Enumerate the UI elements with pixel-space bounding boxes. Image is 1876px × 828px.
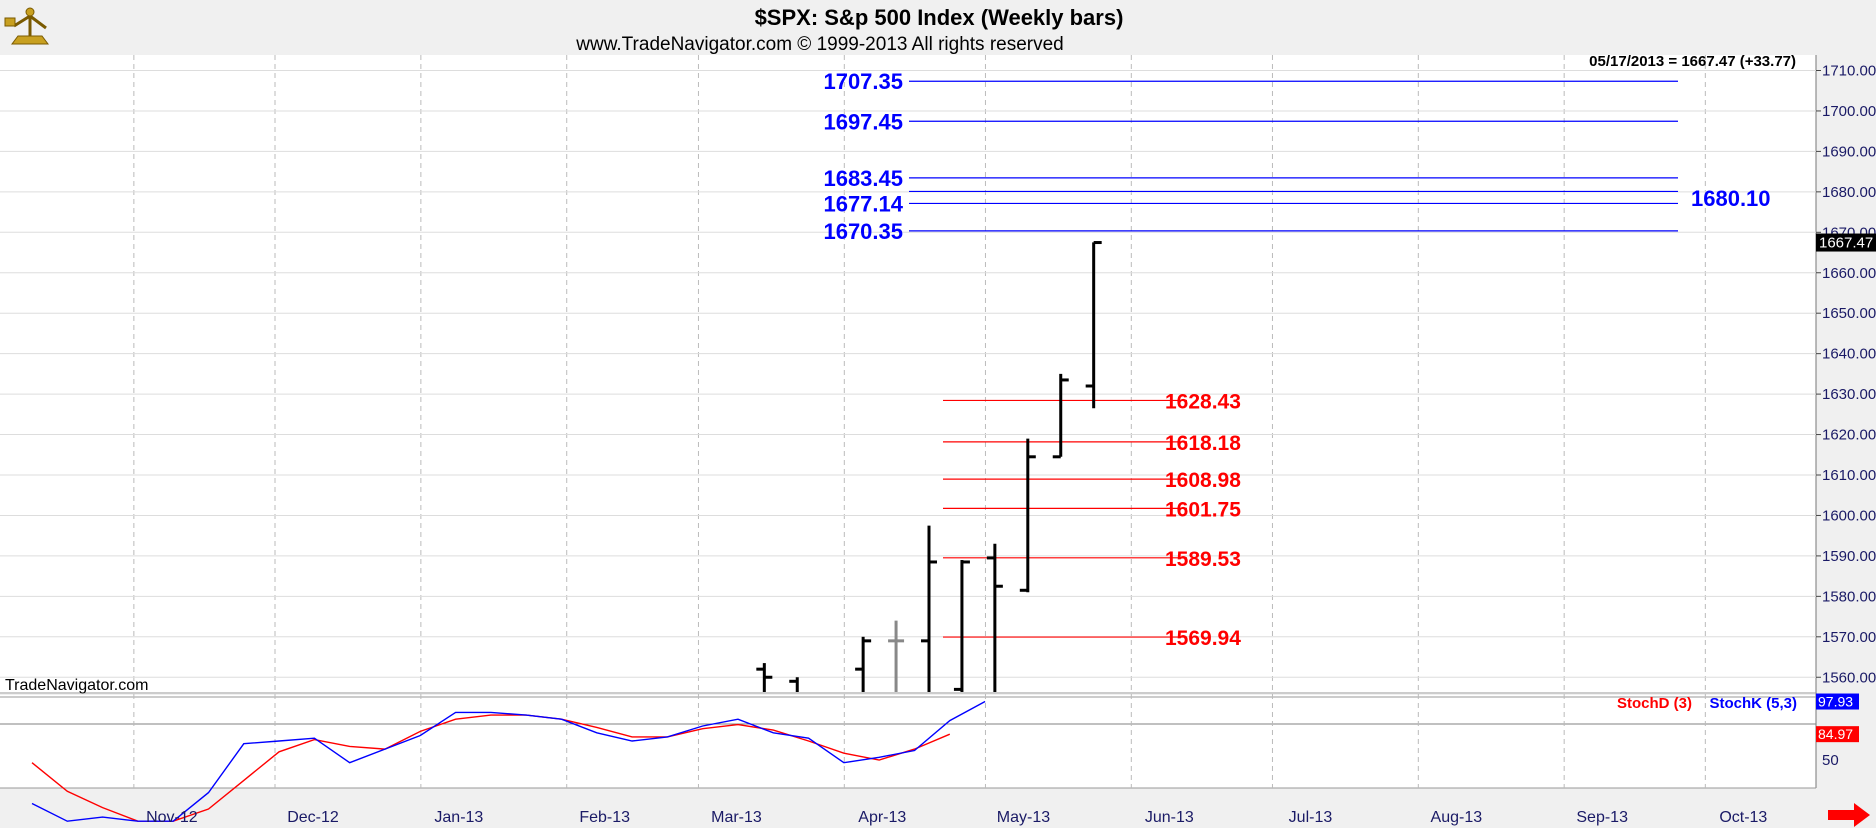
y-tick-label: 1700.00 xyxy=(1822,103,1876,120)
stoch-last-tag xyxy=(1816,693,1859,710)
stoch-series-line xyxy=(31,714,951,822)
scroll-right-arrow-icon[interactable] xyxy=(1828,803,1870,827)
x-tick-label: Sep-13 xyxy=(1576,809,1628,826)
stoch-plot-area xyxy=(0,695,1816,788)
resistance-label: 1680.10 xyxy=(1691,186,1771,211)
x-tick-label: May-13 xyxy=(997,809,1050,826)
last-price-label: 1667.47 xyxy=(1819,235,1873,252)
y-tick-label: 1650.00 xyxy=(1822,305,1876,322)
resistance-label: 1683.45 xyxy=(823,166,903,191)
y-tick-label: 1590.00 xyxy=(1822,548,1876,565)
price-plot-area xyxy=(0,55,1816,694)
x-tick-label: Dec-12 xyxy=(287,809,339,826)
legend-stochd: StochD (3) xyxy=(1617,695,1692,712)
resistance-label: 1677.14 xyxy=(823,191,903,216)
x-tick-label: Mar-13 xyxy=(711,809,762,826)
y-axis-area xyxy=(1816,55,1876,788)
x-tick-label: Oct-13 xyxy=(1719,809,1767,826)
x-tick-label: Aug-13 xyxy=(1431,809,1483,826)
y-tick-label: 1660.00 xyxy=(1822,265,1876,282)
price-bars xyxy=(756,241,1102,692)
y-tick-label: 1680.00 xyxy=(1822,184,1876,201)
y-tick-label: 1710.00 xyxy=(1822,63,1876,80)
stoch-y-tick-label: 50 xyxy=(1822,752,1839,769)
horizontal-gridlines xyxy=(0,70,1816,678)
support-label: 1589.53 xyxy=(1165,548,1241,571)
y-tick-label: 1640.00 xyxy=(1822,346,1876,363)
y-axis-labels: 1560.00 1570.00 1580.00 1590.00 1600.00 1610.… xyxy=(1816,63,1876,686)
x-tick-label: Jun-13 xyxy=(1145,809,1194,826)
y-tick-label: 1600.00 xyxy=(1822,507,1876,524)
resistance-label: 1697.45 xyxy=(823,109,903,134)
y-tick-label: 1570.00 xyxy=(1822,629,1876,646)
x-tick-label: Jul-13 xyxy=(1289,809,1333,826)
support-label: 1608.98 xyxy=(1165,469,1241,492)
x-tick-label: Feb-13 xyxy=(579,809,630,826)
x-axis-labels: Nov-12 Dec-12 Jan-13 Feb-13 Mar-13 Apr-13 May-… xyxy=(146,809,1767,826)
y-tick-label: 1610.00 xyxy=(1822,467,1876,484)
support-label: 1628.43 xyxy=(1165,390,1241,413)
y-tick-label: 1560.00 xyxy=(1822,669,1876,686)
stoch-last-label: 97.93 xyxy=(1818,694,1853,710)
resistance-label: 1670.35 xyxy=(823,219,903,244)
support-label: 1569.94 xyxy=(1165,627,1241,650)
y-tick-label: 1620.00 xyxy=(1822,427,1876,444)
price-readout: 05/17/2013 = 1667.47 (+33.77) xyxy=(1589,53,1796,70)
y-tick-label: 1690.00 xyxy=(1822,143,1876,160)
sextant-logo-icon xyxy=(4,7,49,45)
support-label: 1618.18 xyxy=(1165,432,1241,455)
stoch-last-tag xyxy=(1816,726,1859,743)
x-tick-label: Nov-12 xyxy=(146,809,198,826)
x-tick-label: Apr-13 xyxy=(858,809,906,826)
last-price-tag xyxy=(1816,233,1876,252)
x-tick-label: Jan-13 xyxy=(434,809,483,826)
support-label: 1601.75 xyxy=(1165,498,1241,521)
stoch-last-label: 84.97 xyxy=(1818,726,1853,742)
stoch-series-line xyxy=(31,700,986,822)
chart-title: $SPX: S&p 500 Index (Weekly bars) xyxy=(755,5,1124,30)
y-tick-label: 1630.00 xyxy=(1822,386,1876,403)
watermark: TradeNavigator.com xyxy=(5,677,148,694)
chart-subtitle: www.TradeNavigator.com © 1999-2013 All r… xyxy=(575,34,1063,55)
legend-stochk: StochK (5,3) xyxy=(1709,695,1797,712)
y-tick-label: 1580.00 xyxy=(1822,588,1876,605)
resistance-label: 1707.35 xyxy=(823,69,903,94)
stochastic-lines: 84.97 97.93 50 xyxy=(31,693,1859,822)
